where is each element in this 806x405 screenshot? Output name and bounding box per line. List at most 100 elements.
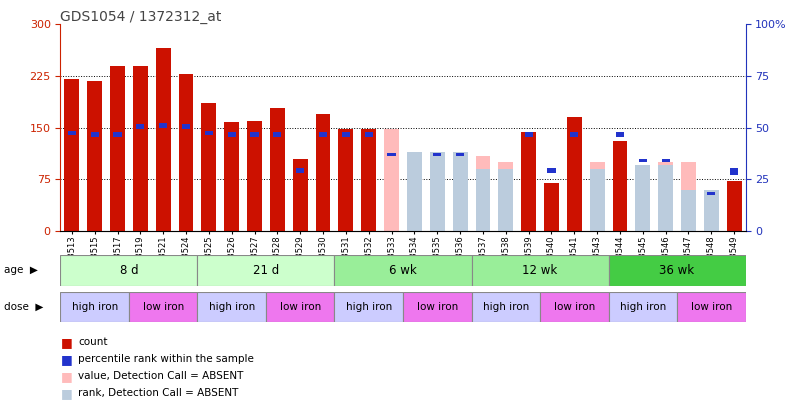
Bar	[540, 292, 609, 322]
Bar	[521, 132, 536, 231]
Text: 36 wk: 36 wk	[659, 264, 695, 277]
Bar	[339, 129, 353, 231]
Bar	[472, 255, 609, 286]
Text: 8 d: 8 d	[119, 264, 139, 277]
Bar	[68, 131, 76, 136]
Bar	[681, 190, 696, 231]
Bar	[704, 190, 719, 231]
Bar	[361, 129, 376, 231]
Text: ■: ■	[60, 353, 73, 366]
Bar	[681, 162, 696, 231]
Bar	[224, 122, 239, 231]
Bar	[570, 132, 579, 137]
Bar	[251, 132, 259, 137]
Bar	[498, 169, 513, 231]
Bar	[266, 292, 334, 322]
Bar	[590, 169, 604, 231]
Bar	[197, 292, 266, 322]
Bar	[133, 66, 147, 231]
Bar	[476, 156, 490, 231]
Bar	[197, 255, 334, 286]
Bar	[707, 192, 716, 195]
Bar	[159, 123, 168, 128]
Bar	[205, 131, 213, 136]
Bar	[156, 49, 171, 231]
Bar	[296, 168, 305, 173]
Bar	[293, 159, 308, 231]
Text: rank, Detection Call = ABSENT: rank, Detection Call = ABSENT	[78, 388, 239, 398]
Text: low iron: low iron	[280, 302, 321, 312]
Bar	[270, 108, 285, 231]
Bar	[403, 292, 472, 322]
Bar	[635, 165, 650, 231]
Bar	[609, 255, 746, 286]
Text: percentile rank within the sample: percentile rank within the sample	[78, 354, 254, 364]
Bar	[179, 74, 193, 231]
Text: ■: ■	[60, 336, 73, 349]
Bar	[730, 171, 738, 175]
Text: count: count	[78, 337, 108, 347]
Bar	[388, 153, 396, 156]
Bar	[498, 162, 513, 231]
Bar	[430, 156, 445, 231]
Bar	[433, 153, 442, 156]
Text: 21 d: 21 d	[253, 264, 279, 277]
Bar	[659, 165, 673, 231]
Bar	[334, 292, 403, 322]
Bar	[114, 132, 122, 137]
Bar	[64, 79, 79, 231]
Text: ■: ■	[60, 387, 73, 400]
Bar	[334, 255, 472, 286]
Bar	[638, 159, 647, 162]
Bar	[453, 152, 467, 231]
Bar	[247, 121, 262, 231]
Bar	[704, 202, 719, 231]
Bar	[590, 162, 604, 231]
Bar	[182, 124, 190, 129]
Bar	[136, 124, 144, 129]
Text: high iron: high iron	[620, 302, 666, 312]
Bar	[407, 168, 422, 231]
Bar	[453, 156, 467, 231]
Bar	[677, 292, 746, 322]
Bar	[342, 132, 350, 137]
Bar	[456, 153, 464, 156]
Text: low iron: low iron	[417, 302, 458, 312]
Bar	[525, 132, 533, 137]
Text: low iron: low iron	[143, 302, 184, 312]
Bar	[472, 292, 540, 322]
Bar	[90, 132, 99, 137]
Bar	[613, 141, 627, 231]
Text: low iron: low iron	[691, 302, 732, 312]
Bar	[60, 255, 197, 286]
Text: high iron: high iron	[72, 302, 118, 312]
Text: value, Detection Call = ABSENT: value, Detection Call = ABSENT	[78, 371, 243, 381]
Bar	[730, 168, 738, 173]
Bar	[407, 152, 422, 231]
Text: high iron: high iron	[483, 302, 529, 312]
Text: age  ▶: age ▶	[4, 265, 38, 275]
Bar	[616, 132, 624, 137]
Bar	[227, 132, 236, 137]
Bar	[659, 162, 673, 231]
Bar	[476, 169, 490, 231]
Bar	[609, 292, 677, 322]
Text: GDS1054 / 1372312_at: GDS1054 / 1372312_at	[60, 10, 222, 24]
Bar	[567, 117, 582, 231]
Text: ■: ■	[60, 370, 73, 383]
Bar	[727, 181, 742, 231]
Text: high iron: high iron	[209, 302, 255, 312]
Bar	[60, 292, 129, 322]
Text: dose  ▶: dose ▶	[4, 302, 44, 312]
Text: low iron: low iron	[554, 302, 595, 312]
Text: 6 wk: 6 wk	[389, 264, 417, 277]
Bar	[87, 81, 102, 231]
Bar	[273, 132, 281, 137]
Bar	[384, 129, 399, 231]
Bar	[635, 165, 650, 231]
Bar	[430, 152, 445, 231]
Bar	[364, 132, 373, 137]
Bar	[202, 103, 216, 231]
Bar	[544, 183, 559, 231]
Bar	[316, 114, 330, 231]
